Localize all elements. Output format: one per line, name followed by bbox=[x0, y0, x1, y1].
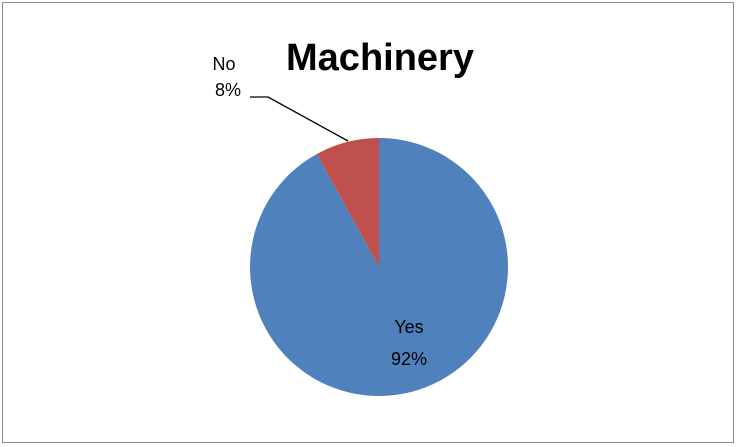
pie-slice-no bbox=[316, 138, 379, 267]
slice-pct-yes: 92% bbox=[391, 349, 427, 369]
no-leader-diagonal bbox=[267, 96, 349, 142]
slice-label-yes: Yes bbox=[394, 317, 423, 337]
slice-label-no: No bbox=[212, 54, 235, 74]
chart-title: Machinery bbox=[286, 37, 474, 79]
slice-pct-no: 8% bbox=[215, 80, 241, 100]
